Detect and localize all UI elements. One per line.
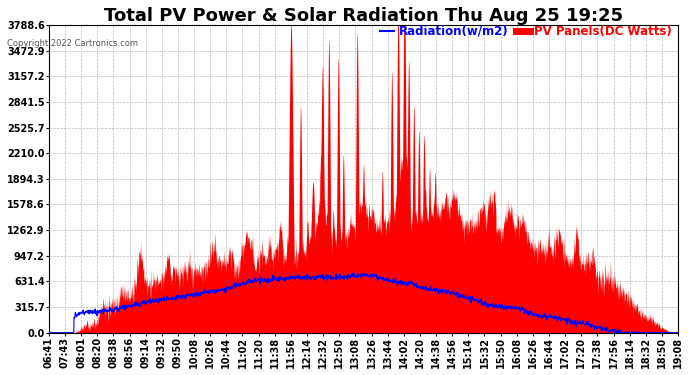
Text: Copyright 2022 Cartronics.com: Copyright 2022 Cartronics.com bbox=[7, 39, 138, 48]
Legend: Radiation(w/m2), PV Panels(DC Watts): Radiation(w/m2), PV Panels(DC Watts) bbox=[380, 25, 672, 38]
Title: Total PV Power & Solar Radiation Thu Aug 25 19:25: Total PV Power & Solar Radiation Thu Aug… bbox=[104, 7, 623, 25]
